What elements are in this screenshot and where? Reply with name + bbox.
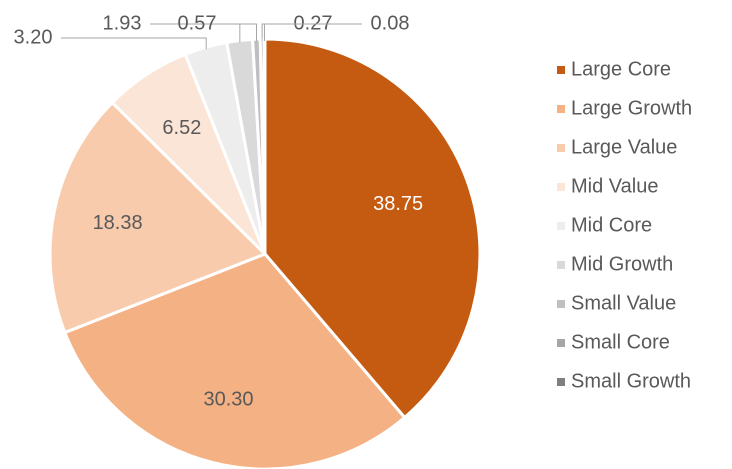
legend-marker — [557, 105, 565, 113]
legend-label: Mid Growth — [571, 253, 673, 275]
data-label: 38.75 — [373, 193, 423, 215]
legend-label: Mid Value — [571, 175, 658, 197]
legend-marker — [557, 183, 565, 191]
data-label: 0.08 — [371, 12, 410, 34]
legend-marker — [557, 300, 565, 308]
leader-line — [61, 37, 207, 50]
pie-slice — [263, 37, 482, 420]
legend-label: Mid Core — [571, 214, 652, 236]
legend-marker — [557, 222, 565, 230]
pie-slice — [48, 100, 268, 335]
legend-label: Large Growth — [571, 97, 692, 119]
pie-slice — [62, 252, 407, 469]
pie-slice — [262, 37, 267, 255]
data-label: 0.57 — [178, 12, 217, 34]
data-label: 1.93 — [103, 12, 142, 34]
legend-label: Small Value — [571, 292, 676, 314]
legend-marker — [557, 144, 565, 152]
data-label: 3.20 — [14, 26, 53, 48]
data-label: 0.27 — [294, 12, 333, 34]
legend-label: Small Growth — [571, 370, 691, 392]
legend-marker — [557, 66, 565, 74]
legend-marker — [557, 261, 565, 269]
data-label: 30.30 — [203, 388, 253, 410]
leader-line — [263, 23, 362, 42]
legend-label: Large Core — [571, 58, 671, 80]
data-label: 6.52 — [162, 117, 201, 139]
legend-label: Small Core — [571, 331, 670, 353]
data-label: 18.38 — [93, 212, 143, 234]
legend-label: Large Value — [571, 136, 677, 158]
legend-marker — [557, 339, 565, 347]
legend-marker — [557, 378, 565, 386]
leader-line — [225, 23, 258, 42]
